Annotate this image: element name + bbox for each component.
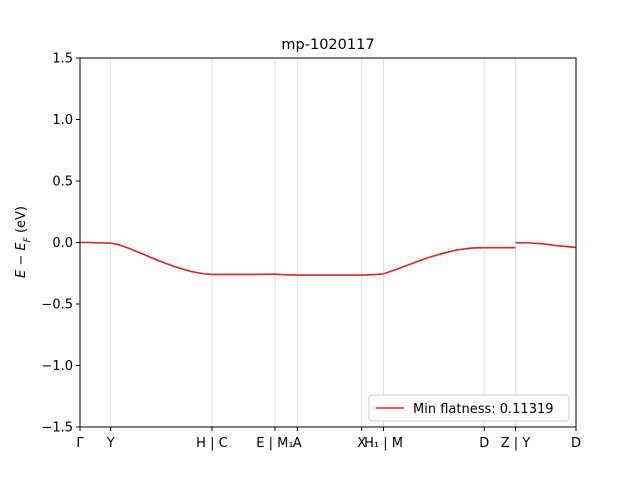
y-tick-label: 0.5	[52, 175, 73, 190]
y-tick-label: 1.5	[52, 52, 73, 67]
y-tick-label: −1.5	[41, 421, 73, 436]
band-line-segment	[383, 246, 485, 275]
x-axis-ticks: Γ Y H | C E | M₁ A XH₁ | M D Z | Y D	[76, 427, 581, 451]
plot-frame	[79, 57, 577, 428]
legend: Min flatness: 0.11319	[368, 394, 570, 422]
x-tick-label: Γ	[76, 436, 84, 451]
x-tick-label: E | M₁	[256, 436, 293, 451]
x-tick-label: Z | Y	[501, 436, 531, 451]
legend-box	[368, 394, 570, 422]
y-axis-label: E − EF (eV)	[14, 206, 33, 278]
band-line-segment	[361, 273, 384, 276]
band-line-segment	[515, 241, 577, 249]
y-tick-label: 0.0	[52, 236, 73, 251]
y-tick-label: 1.0	[52, 113, 73, 128]
band-line-segment	[80, 241, 111, 244]
series-group	[80, 241, 577, 276]
band-line-segment	[110, 242, 213, 276]
high-symmetry-lines	[110, 58, 516, 427]
y-tick-label: −1.0	[41, 359, 73, 374]
y-tick-label: −0.5	[41, 298, 73, 313]
x-tick-label: Y	[106, 436, 115, 451]
x-tick-label: D	[571, 436, 581, 451]
x-tick-label: H | C	[196, 436, 228, 451]
x-tick-label: X	[357, 436, 366, 451]
x-tick-label: D	[479, 436, 489, 451]
x-tick-label: H₁ | M	[364, 436, 403, 451]
y-axis-ticks: −1.5 −1.0 −0.5 0.0 0.5 1.0 1.5	[41, 52, 80, 436]
legend-label: Min flatness: 0.11319	[413, 402, 554, 417]
chart-title: mp-1020117	[281, 37, 374, 53]
band-line-segment	[274, 273, 298, 276]
x-tick-label: A	[293, 436, 302, 451]
